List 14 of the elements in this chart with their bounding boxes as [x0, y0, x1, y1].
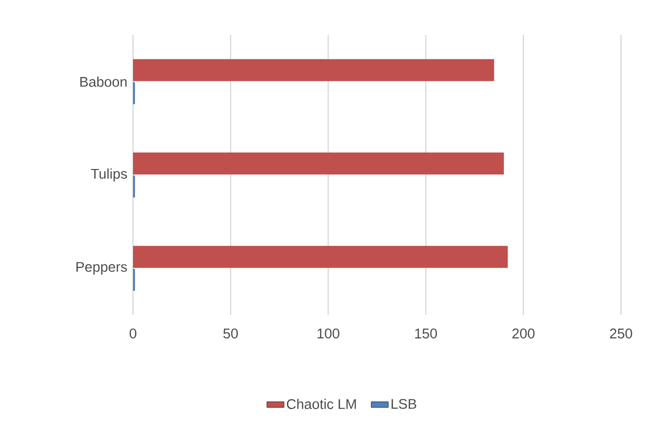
bar	[133, 152, 504, 175]
x-tick-label: 0	[130, 328, 136, 338]
legend-label: Chaotic LM	[286, 398, 356, 410]
x-tick-label: 200	[512, 328, 535, 338]
x-tick-label: 100	[318, 328, 340, 338]
y-tick-label: Peppers	[76, 262, 127, 275]
y-tick-label: Baboon	[80, 76, 127, 87]
bar	[133, 246, 508, 268]
y-tick-label: Tulips	[90, 168, 127, 182]
x-tick-label: 50	[223, 328, 238, 338]
x-tick-label: 250	[610, 328, 632, 338]
x-tick-label: 150	[415, 328, 437, 338]
legend-label: LSB	[392, 398, 416, 409]
bar	[133, 59, 494, 82]
